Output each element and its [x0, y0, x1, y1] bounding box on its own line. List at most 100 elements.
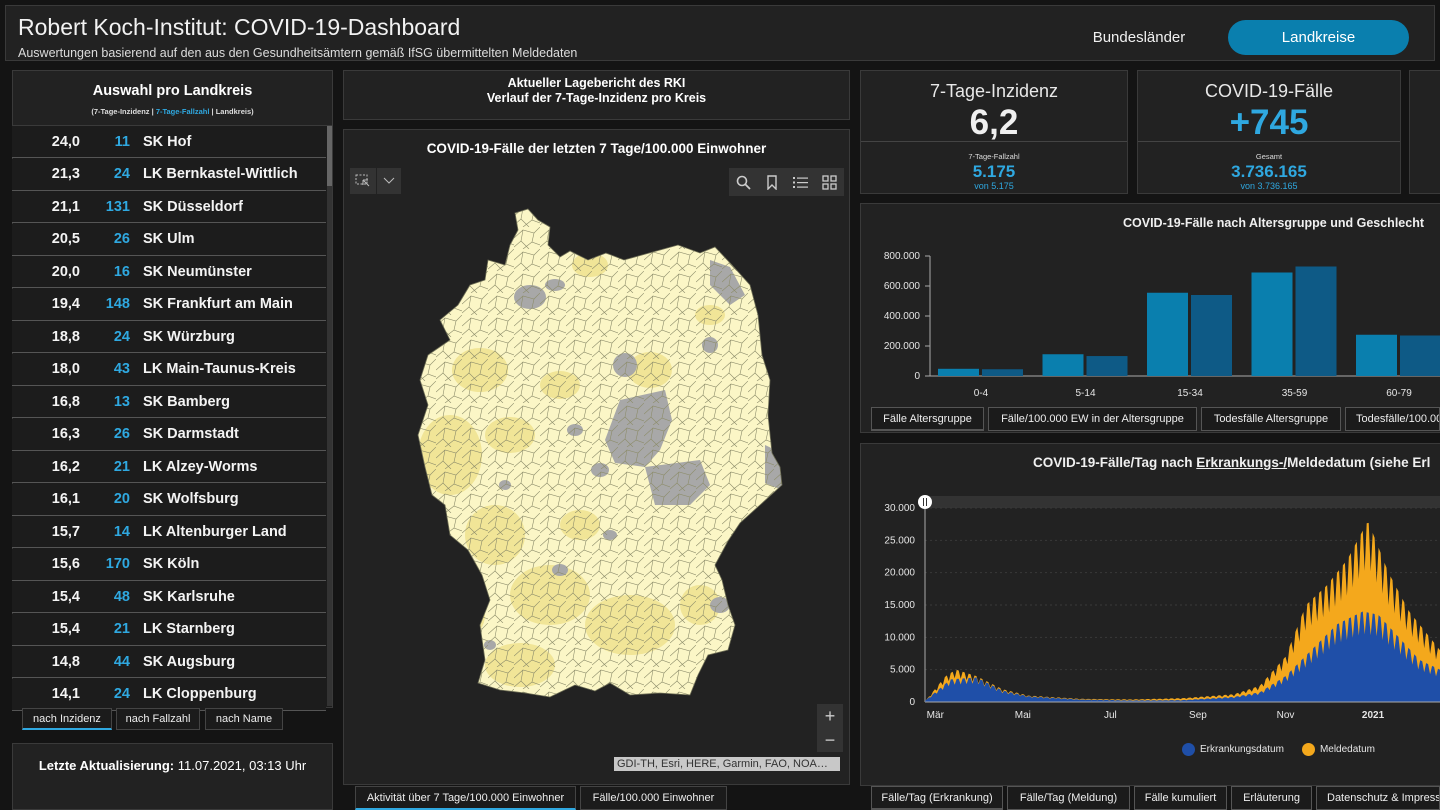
select-icon[interactable]	[350, 168, 376, 194]
time-ytick: 10.000	[884, 632, 915, 643]
row-landkreis: SK Köln	[143, 556, 200, 572]
landkreis-row[interactable]: 16,8 13 SK Bamberg	[12, 386, 326, 418]
landkreis-row[interactable]: 15,6 170 SK Köln	[12, 548, 326, 581]
age-xtick: 35-59	[1282, 388, 1308, 399]
time-title-link[interactable]: Erkrankungs-/	[1196, 455, 1288, 470]
age-bar[interactable]	[1086, 356, 1128, 376]
age-bar[interactable]	[982, 369, 1023, 376]
age-chart-title: COVID-19-Fälle nach Altersgruppe und Ges…	[1123, 216, 1424, 230]
age-bar[interactable]	[1042, 354, 1084, 376]
row-inzidenz: 14,8	[51, 653, 80, 670]
tab-faelle-tag-meldung[interactable]: Fälle/Tag (Meldung)	[1007, 786, 1130, 810]
row-fallzahl: 170	[105, 556, 130, 572]
list-subtitle: (7-Tage-Inzidenz | 7-Tage-Fallzahl | Lan…	[13, 107, 332, 116]
time-chart[interactable]: 0 5.000 10.000 15.000 20.000 25.000 30.000 Mär M…	[860, 490, 1440, 725]
age-bar[interactable]	[1251, 272, 1293, 377]
row-landkreis: LK Main-Taunus-Kreis	[143, 361, 296, 377]
landkreis-row[interactable]: 20,0 16 SK Neumünster	[12, 256, 326, 288]
row-inzidenz: 18,0	[51, 361, 80, 377]
landkreis-row[interactable]: 21,3 24 LK Bernkastel-Wittlich	[12, 158, 326, 191]
report-line-2: Verlauf der 7-Tage-Inzidenz pro Kreis	[486, 91, 707, 105]
tab-nach-fallzahl[interactable]: nach Fallzahl	[116, 708, 200, 730]
row-inzidenz: 20,0	[51, 263, 80, 280]
inzidenz-card: 7-Tage-Inzidenz 6,2 7-Tage-Fallzahl 5.17…	[860, 70, 1128, 194]
row-fallzahl: 13	[113, 393, 130, 410]
inzidenz-divider	[861, 141, 1127, 142]
row-inzidenz: 14,1	[51, 686, 80, 702]
series-meldedatum[interactable]	[925, 522, 1440, 702]
bookmark-icon[interactable]	[760, 170, 784, 194]
inzidenz-value: 6,2	[969, 103, 1019, 142]
row-inzidenz: 15,6	[51, 556, 80, 572]
tab-faelle-altersgruppe[interactable]: Fälle Altersgruppe	[871, 407, 984, 431]
row-landkreis: SK Frankfurt am Main	[143, 296, 293, 312]
tab-todesfaelle-100000[interactable]: Todesfälle/100.000	[1345, 407, 1440, 431]
bundeslaender-button[interactable]: Bundesländer	[1092, 29, 1186, 46]
tab-todesfaelle-altersgruppe[interactable]: Todesfälle Altersgruppe	[1201, 407, 1341, 431]
tab-faelle-kumuliert[interactable]: Fälle kumuliert	[1134, 786, 1227, 810]
landkreis-row[interactable]: 20,5 26 SK Ulm	[12, 223, 326, 256]
age-ytick: 400.000	[884, 311, 921, 322]
tab-faelle-100000-altersgruppe[interactable]: Fälle/100.000 EW in der Altersgruppe	[988, 407, 1197, 431]
landkreis-row[interactable]: 15,4 48 SK Karlsruhe	[12, 581, 326, 613]
landkreis-row[interactable]: 24,0 11 SK Hof	[12, 126, 326, 158]
landkreis-row[interactable]: 18,8 24 SK Würzburg	[12, 321, 326, 353]
list-title: Auswahl pro Landkreis	[92, 83, 253, 99]
fallzahl-value: 5.175	[972, 162, 1016, 181]
age-bar[interactable]	[938, 368, 979, 376]
tab-faelle-tag-erkrankung[interactable]: Fälle/Tag (Erkrankung)	[871, 786, 1003, 810]
age-xtick: 5-14	[1075, 388, 1095, 399]
search-icon[interactable]	[731, 170, 755, 194]
landkreise-button[interactable]: Landkreise	[1228, 20, 1409, 55]
row-inzidenz: 16,3	[51, 426, 80, 442]
landkreis-row[interactable]: 15,7 14 LK Altenburger Land	[12, 516, 326, 548]
landkreis-row[interactable]: 14,1 24 LK Cloppenburg	[12, 678, 326, 711]
age-bar[interactable]	[1147, 292, 1188, 376]
age-bar[interactable]	[1295, 266, 1337, 377]
fallzahl-label: 7-Tage-Fallzahl	[968, 152, 1020, 161]
zoom-out-button[interactable]: −	[817, 728, 843, 752]
tab-erlaeuterung[interactable]: Erläuterung	[1231, 786, 1312, 810]
chevron-down-icon[interactable]	[377, 168, 401, 194]
landkreis-row[interactable]: 21,1 131 SK Düsseldorf	[12, 191, 326, 223]
qr-icon[interactable]	[817, 170, 841, 194]
app-subtitle: Auswertungen basierend auf den aus den G…	[18, 46, 578, 60]
landkreis-row[interactable]: 16,3 26 SK Darmstadt	[12, 418, 326, 451]
row-landkreis: SK Wolfsburg	[143, 491, 239, 507]
landkreis-row[interactable]: 16,1 20 SK Wolfsburg	[12, 483, 326, 516]
age-bar[interactable]	[1356, 334, 1397, 376]
row-fallzahl: 11	[114, 133, 130, 150]
landkreis-row[interactable]: 16,2 21 LK Alzey-Worms	[12, 451, 326, 483]
time-slider-handle[interactable]	[918, 495, 932, 509]
faelle-divider	[1138, 141, 1400, 142]
series-erkrankungsdatum[interactable]	[925, 611, 1440, 703]
report-text: Aktueller Lagebericht des RKI Verlauf der…	[344, 76, 849, 106]
row-fallzahl: 48	[113, 588, 130, 605]
time-legend: Erkrankungsdatum Meldedatum	[1182, 743, 1375, 756]
row-landkreis: SK Würzburg	[143, 328, 235, 345]
tab-aktivitaet[interactable]: Aktivität über 7 Tage/100.000 Einwohner	[355, 786, 576, 810]
row-fallzahl: 26	[113, 231, 130, 247]
tab-nach-inzidenz[interactable]: nach Inzidenz	[22, 708, 112, 730]
report-panel[interactable]: Aktueller Lagebericht des RKI Verlauf der…	[343, 70, 850, 120]
time-xtick: Nov	[1277, 710, 1295, 721]
gesamt-label: Gesamt	[1255, 152, 1283, 161]
age-bar[interactable]	[1191, 295, 1232, 376]
list-icon[interactable]	[788, 170, 812, 194]
list-scrollbar-thumb[interactable]	[327, 126, 332, 186]
zoom-in-button[interactable]: +	[817, 704, 843, 728]
landkreis-row[interactable]: 14,8 44 SK Augsburg	[12, 646, 326, 678]
list-scrollbar[interactable]	[327, 126, 332, 706]
tab-faelle-100000[interactable]: Fälle/100.000 Einwohner	[580, 786, 727, 810]
landkreis-row[interactable]: 18,0 43 LK Main-Taunus-Kreis	[12, 353, 326, 386]
age-bar[interactable]	[1400, 335, 1440, 377]
tab-nach-name[interactable]: nach Name	[205, 708, 283, 730]
time-ytick: 0	[909, 697, 915, 708]
landkreis-row[interactable]: 19,4 148 SK Frankfurt am Main	[12, 288, 326, 321]
landkreis-row[interactable]: 15,4 21 LK Starnberg	[12, 613, 326, 646]
map-toolbar	[729, 168, 844, 196]
time-slider-track[interactable]	[925, 496, 1440, 508]
tab-datenschutz[interactable]: Datenschutz & Impress	[1316, 786, 1440, 810]
time-title-b: Meldedatum (siehe Erl	[1287, 455, 1431, 470]
germany-map[interactable]	[410, 205, 790, 700]
